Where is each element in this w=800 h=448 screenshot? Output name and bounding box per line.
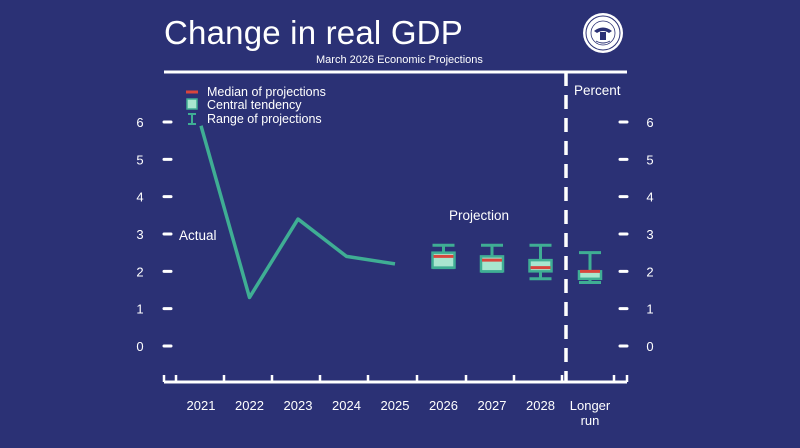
unit-label: Percent: [574, 83, 621, 98]
actual-gdp-line: [199, 125, 396, 300]
y-tick-label-left: 0: [136, 339, 143, 354]
legend-central-label: Central tendency: [207, 98, 302, 112]
x-tick-label: 2027: [478, 398, 507, 413]
chart-title: Change in real GDP: [164, 14, 463, 51]
projection-annotation: Projection: [449, 208, 509, 223]
x-tick-label: 2028: [526, 398, 555, 413]
y-tick-label-right: 5: [646, 152, 653, 167]
y-tick-label-right: 2: [646, 264, 653, 279]
x-tick-label: 2026: [429, 398, 458, 413]
y-tick-label-left: 1: [136, 302, 143, 317]
x-tick-label: run: [581, 413, 600, 428]
y-tick-label-right: 3: [646, 227, 653, 242]
y-tick-label-right: 1: [646, 302, 653, 317]
y-tick-label-left: 5: [136, 152, 143, 167]
x-tick-label: 2023: [284, 398, 313, 413]
chart-subtitle: March 2026 Economic Projections: [316, 54, 483, 66]
y-tick-label-right: 4: [646, 190, 653, 205]
y-tick-label-left: 3: [136, 227, 143, 242]
y-tick-label-right: 0: [646, 339, 653, 354]
projection-central-tendency-box: [528, 258, 553, 273]
x-tick-label: Longer: [570, 398, 611, 413]
y-tick-label-left: 2: [136, 264, 143, 279]
x-tick-label: 2022: [235, 398, 264, 413]
y-tick-label-left: 6: [136, 115, 143, 130]
x-tick-label: 2025: [381, 398, 410, 413]
legend-median-label: Median of projections: [207, 85, 326, 99]
y-tick-label-right: 6: [646, 115, 653, 130]
legend-central-swatch: [186, 98, 198, 110]
federal-reserve-seal-icon: [583, 13, 623, 53]
x-tick-label: 2024: [332, 398, 361, 413]
y-tick-label-left: 4: [136, 190, 143, 205]
x-tick-label: 2021: [187, 398, 216, 413]
legend-range-label: Range of projections: [207, 112, 322, 126]
actual-annotation: Actual: [179, 228, 217, 243]
